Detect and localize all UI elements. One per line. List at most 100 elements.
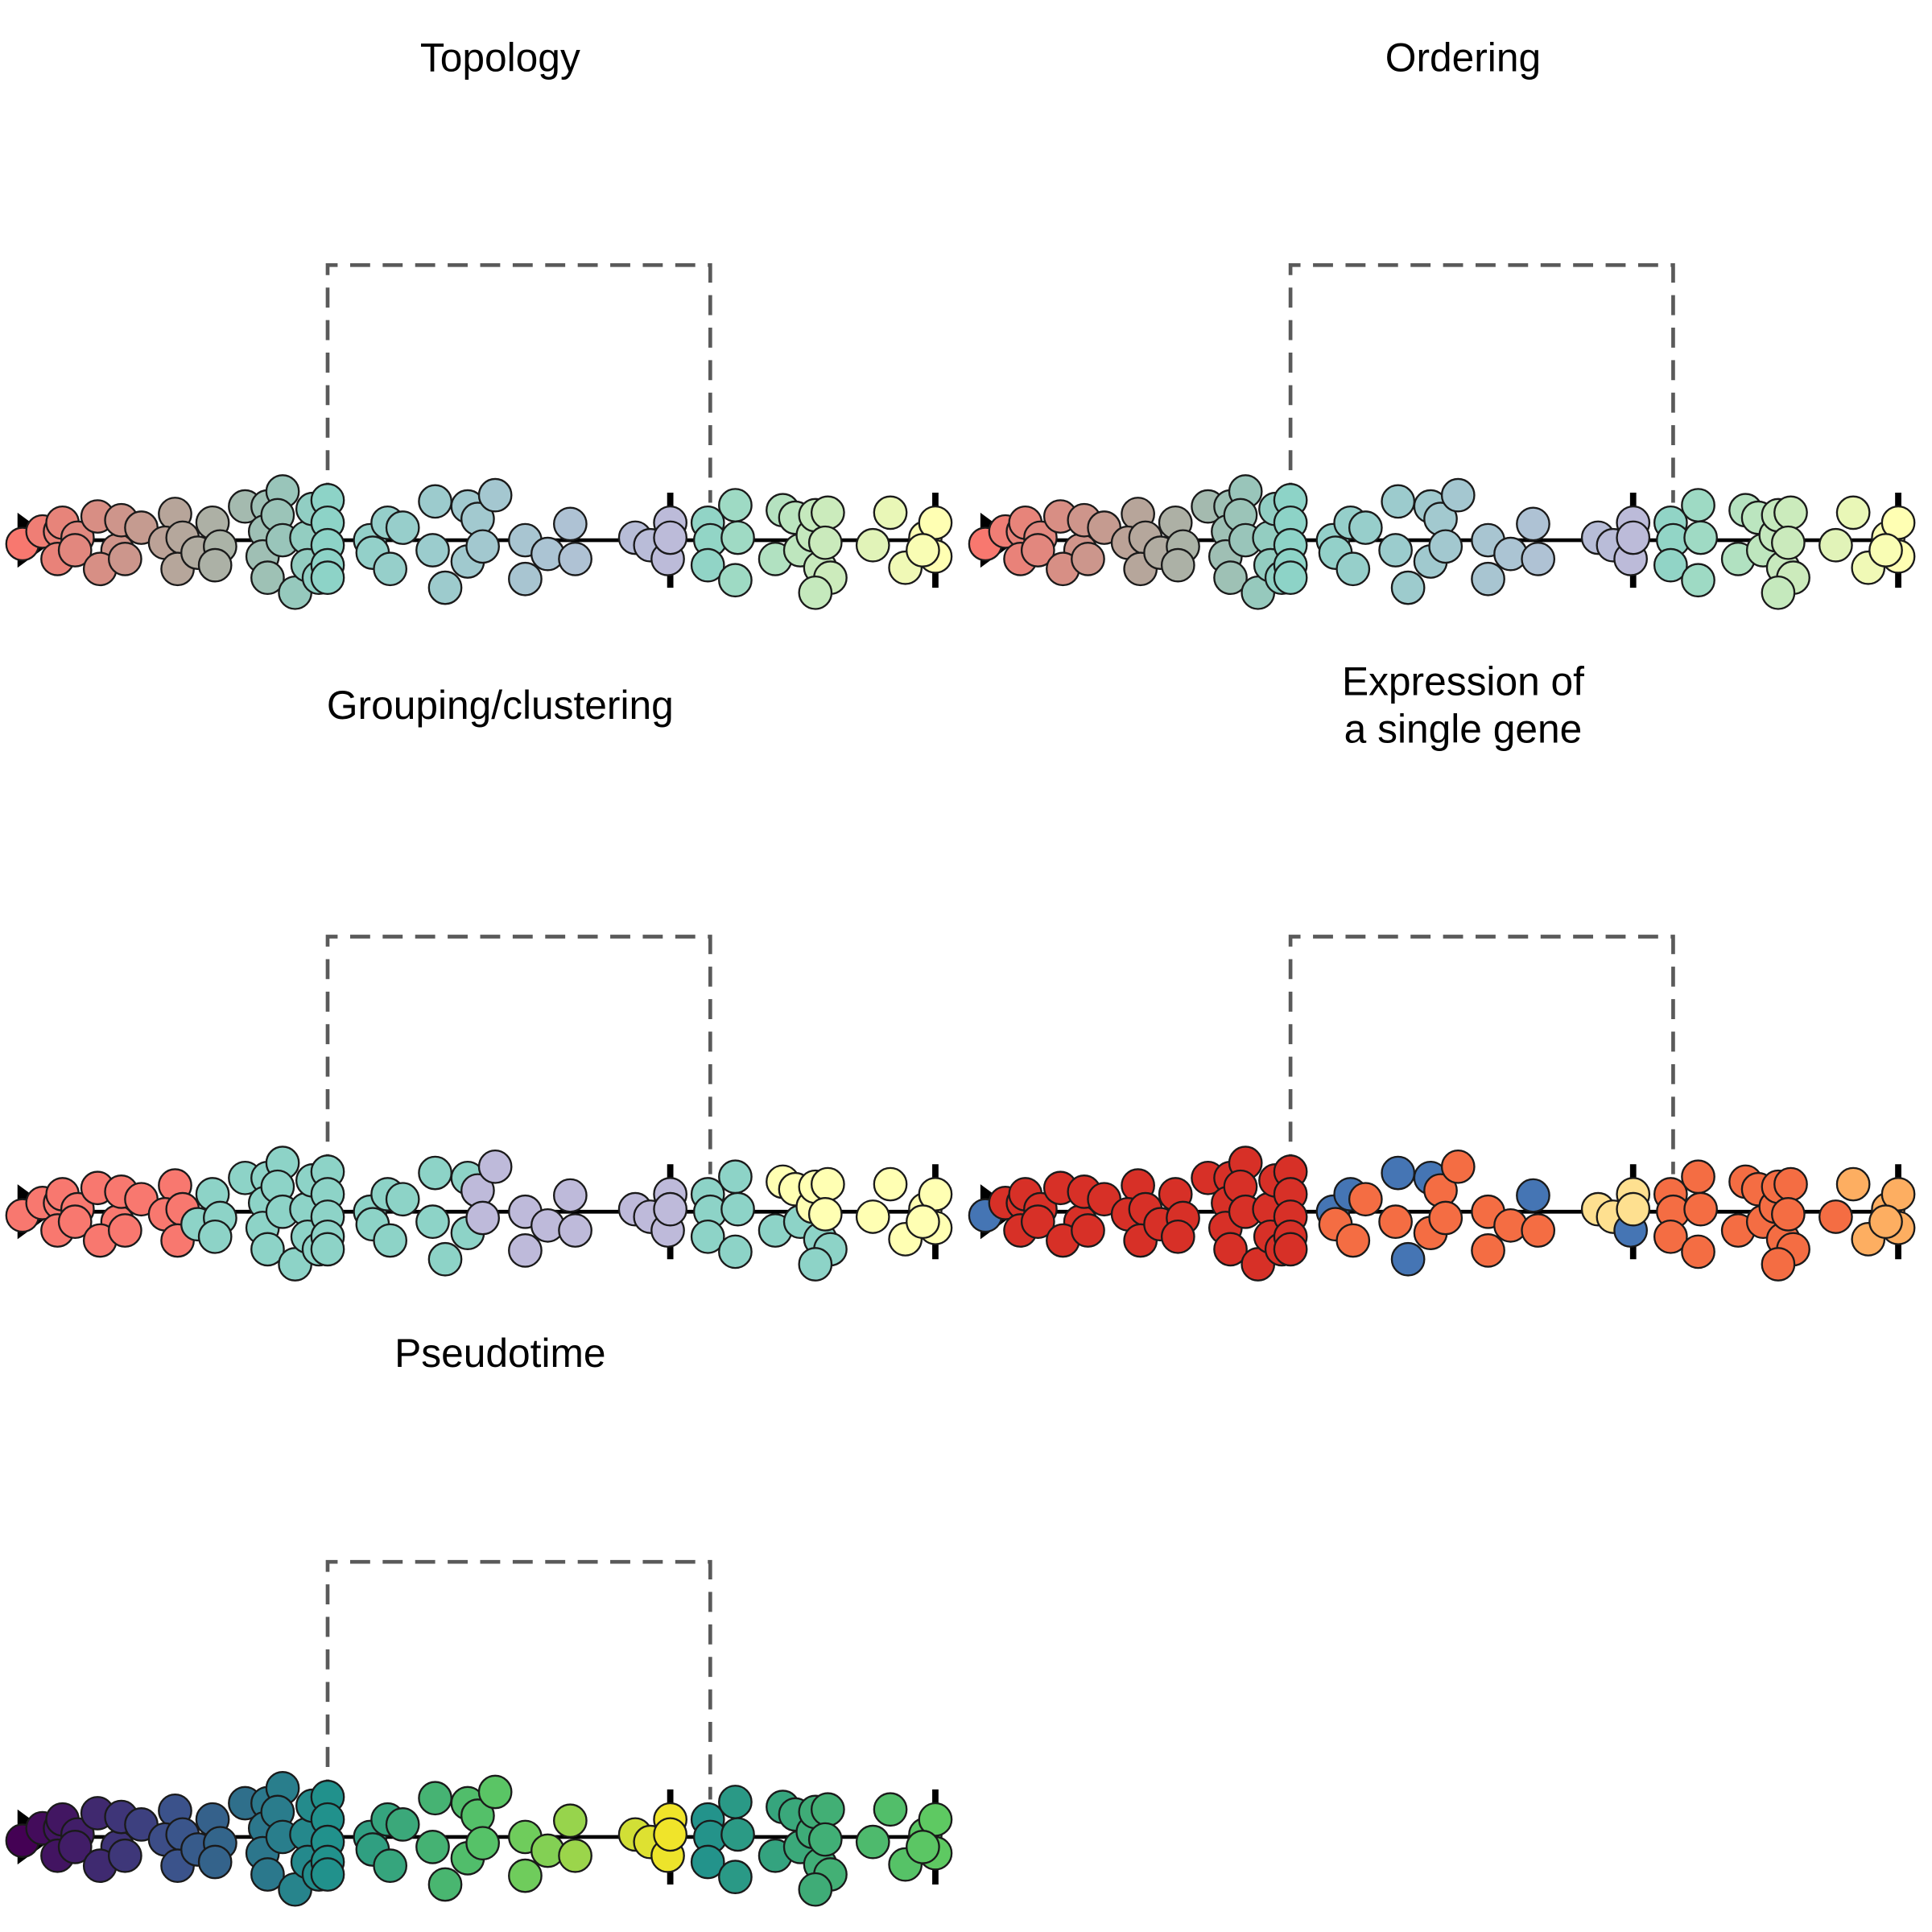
cell-point [718, 1234, 753, 1269]
cell-point [1521, 1213, 1556, 1248]
cell-point [1428, 1200, 1463, 1236]
cell-point [558, 1213, 592, 1248]
cell-point [1683, 1191, 1718, 1227]
cell-point [1348, 1182, 1383, 1217]
cell-point [427, 570, 463, 605]
cell-point [1616, 1191, 1651, 1227]
cell-point [57, 533, 93, 568]
cell-point [798, 575, 833, 610]
cell-point [418, 1781, 452, 1816]
cell-point [807, 1196, 843, 1232]
cell-point [873, 1792, 908, 1827]
cell-point [718, 1860, 753, 1895]
cell-point [1773, 495, 1808, 530]
cell-point [1335, 551, 1371, 587]
cell-point [1381, 1155, 1416, 1191]
cell-point [1835, 1166, 1871, 1202]
cell-point [1761, 1247, 1796, 1282]
cell-point [1213, 1232, 1248, 1267]
cell-point [798, 1247, 833, 1282]
cell-point [1681, 1234, 1715, 1269]
cell-point [107, 542, 142, 576]
cell-point [250, 1857, 285, 1892]
cell-point [477, 1774, 513, 1810]
cell-point [1381, 484, 1416, 519]
cell-point [1771, 1196, 1806, 1232]
panel-expression: Expression ofa single gene [968, 659, 1916, 1282]
cell-point [1390, 1241, 1426, 1277]
cell-point [1378, 1204, 1413, 1240]
panel-topology: Topology [5, 35, 953, 610]
cell-point [415, 1204, 450, 1240]
cell-point [653, 1191, 687, 1227]
cell-point [418, 484, 452, 519]
cell-point [310, 1232, 345, 1267]
cell-point [1390, 570, 1426, 605]
cell-point [1653, 547, 1688, 583]
cell-point [720, 1817, 755, 1852]
panel-title-line: Expression of [1342, 659, 1584, 704]
cell-point [57, 1204, 93, 1240]
cell-point [427, 1867, 463, 1902]
cell-point [558, 542, 592, 576]
cell-point [558, 1838, 592, 1873]
cell-point [906, 533, 940, 568]
cell-point [1440, 1149, 1476, 1184]
cell-point [1818, 527, 1853, 563]
panel-title: Grouping/clustering [327, 683, 674, 728]
cell-point [720, 520, 755, 555]
cell-point [1273, 1232, 1308, 1267]
cell-point [653, 520, 687, 555]
cell-point [798, 1872, 833, 1907]
cell-point [906, 1830, 940, 1864]
cell-point [250, 1232, 285, 1267]
cell-point [1020, 1204, 1055, 1240]
panel-grouping: Grouping/clustering [5, 683, 953, 1282]
cell-point [1835, 495, 1871, 530]
cell-point [197, 547, 233, 583]
cell-point [690, 1219, 725, 1254]
cell-point [690, 1844, 725, 1880]
cell-point [1071, 542, 1105, 576]
cell-point [1335, 1223, 1371, 1258]
cell-point [1348, 510, 1383, 545]
cell-point [508, 1233, 543, 1268]
cell-point [197, 1219, 233, 1254]
cell-point [107, 1213, 142, 1248]
cell-point [385, 1182, 420, 1217]
cell-point [1020, 533, 1055, 568]
cell-point [810, 1166, 845, 1202]
cell-point [1818, 1199, 1853, 1234]
cell-point [107, 1838, 142, 1873]
cell-point [427, 1241, 463, 1277]
cell-point [477, 477, 513, 513]
cell-point [1471, 1233, 1505, 1268]
branch-connector [325, 262, 712, 503]
cell-point [310, 1857, 345, 1892]
cell-point [1378, 533, 1413, 568]
cell-point [1771, 525, 1806, 560]
cell-point [718, 1785, 753, 1819]
cell-point [465, 529, 500, 564]
cell-point [415, 533, 450, 568]
branch-connector [325, 935, 712, 1174]
cell-point [415, 1830, 450, 1864]
cell-point [385, 510, 420, 545]
cell-point [1471, 561, 1505, 597]
cell-point [477, 1149, 513, 1184]
cell-point [810, 495, 845, 530]
panel-title: Pseudotime [394, 1331, 605, 1376]
panel-title: Ordering [1385, 35, 1541, 80]
cell-point [1273, 560, 1308, 596]
cell-point [465, 1200, 500, 1236]
cell-point [373, 1848, 408, 1884]
cell-point [1773, 1166, 1808, 1202]
cell-point [718, 563, 753, 598]
cell-point [373, 551, 408, 587]
cell-point [807, 525, 843, 560]
cell-point [855, 527, 890, 563]
cell-point [418, 1155, 452, 1191]
cell-point [508, 1858, 543, 1893]
cell-point [508, 561, 543, 597]
